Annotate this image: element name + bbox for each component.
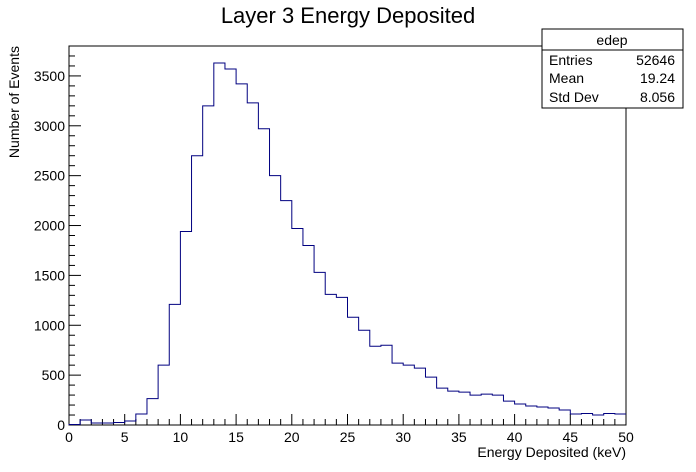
stats-entries-value: 52646 [636,52,675,68]
y-tick-label: 500 [42,367,66,383]
stats-mean-label: Mean [549,70,584,86]
x-tick-label: 35 [451,429,467,445]
x-tick-label: 50 [618,429,634,445]
y-tick-label: 1000 [34,317,65,333]
stats-mean-value: 19.24 [640,70,675,86]
x-axis: 0 5 10 15 20 25 30 35 40 45 50 [65,414,634,445]
stats-box-title: edep [596,32,627,48]
x-tick-label: 10 [173,429,189,445]
stats-box-frame [541,28,684,109]
y-tick-label: 2000 [34,218,65,234]
x-tick-label: 0 [65,429,73,445]
y-axis-label: Number of Events [6,46,22,158]
x-tick-label: 5 [121,429,129,445]
stats-box: edep Entries 52646 Mean 19.24 Std Dev 8.… [541,28,684,109]
stats-stddev-label: Std Dev [549,89,599,105]
x-tick-label: 30 [395,429,411,445]
chart-title: Layer 3 Energy Deposited [221,3,475,28]
y-tick-label: 3500 [34,68,65,84]
x-tick-label: 25 [340,429,356,445]
y-axis: 0 500 1000 1500 2000 2500 3000 3500 [34,45,81,433]
histogram-line [68,62,626,426]
y-tick-label: 3000 [34,118,65,134]
stats-stddev-value: 8.056 [640,89,675,105]
x-axis-label: Energy Deposited (keV) [477,444,626,460]
x-tick-label: 45 [563,429,579,445]
stats-entries-label: Entries [549,52,593,68]
x-tick-label: 40 [507,429,523,445]
x-tick-label: 20 [284,429,300,445]
y-tick-label: 2500 [34,168,65,184]
x-tick-label: 15 [228,429,244,445]
y-tick-label: 1500 [34,267,65,283]
y-tick-label: 0 [57,417,65,433]
